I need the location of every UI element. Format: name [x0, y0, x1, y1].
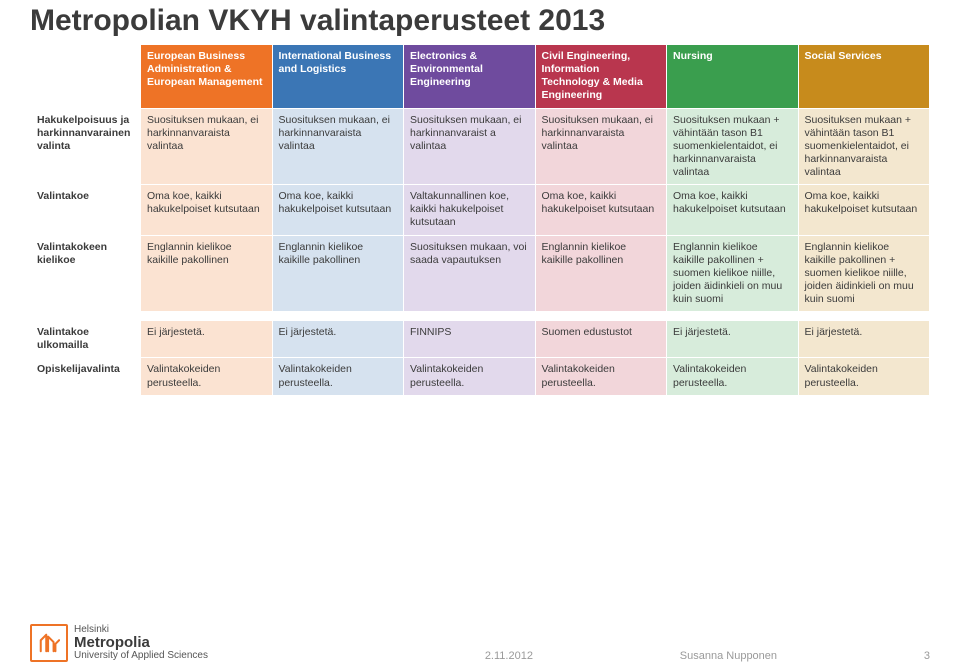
- cell: FINNIPS: [404, 321, 536, 358]
- cell: Oma koe, kaikki hakukelpoiset kutsutaan: [667, 185, 799, 235]
- header-col: European Business Administration & Europ…: [141, 45, 273, 109]
- footer-page: 3: [924, 650, 930, 662]
- cell: Englannin kielikoe kaikille pakollinen +…: [798, 235, 930, 312]
- cell: Englannin kielikoe kaikille pakollinen: [535, 235, 667, 312]
- header-col: Civil Engineering, Information Technolog…: [535, 45, 667, 109]
- cell: Ei järjestetä.: [272, 321, 404, 358]
- cell: Suomen edustustot: [535, 321, 667, 358]
- header-col: Social Services: [798, 45, 930, 109]
- table-row: Hakukelpoisuus ja harkinnan­varainen val…: [31, 108, 930, 185]
- table-spacer: [31, 312, 930, 321]
- row-label: Valintakoe ulkomailla: [31, 321, 141, 358]
- row-label: Opiskelijavalinta: [31, 358, 141, 395]
- metropolia-logo: Helsinki Metropolia University of Applie…: [30, 624, 208, 662]
- cell: Oma koe, kaikki hakukelpoiset kutsutaan: [535, 185, 667, 235]
- cell: Valintakokeiden perusteella.: [798, 358, 930, 395]
- cell: Suosituksen mukaan, ei harkinnanvaraist …: [404, 108, 536, 185]
- table-row: Valintakoe Oma koe, kaikki hakukelpoiset…: [31, 185, 930, 235]
- header-col: International Business and Logistics: [272, 45, 404, 109]
- logo-sub: University of Applied Sciences: [74, 651, 208, 662]
- cell: Oma koe, kaikki hakukelpoiset kutsutaan: [141, 185, 273, 235]
- header-empty: [31, 45, 141, 109]
- cell: Suosituksen mukaan, ei harkinnanvaraista…: [535, 108, 667, 185]
- cell: Ei järjestetä.: [667, 321, 799, 358]
- cell: Valintakokeiden perusteella.: [141, 358, 273, 395]
- row-label: Valintakokeen kielikoe: [31, 235, 141, 312]
- cell: Suosituksen mukaan + vähintään tason B1 …: [667, 108, 799, 185]
- header-col: Nursing: [667, 45, 799, 109]
- cell: Suosituksen mukaan, voi saada vapautukse…: [404, 235, 536, 312]
- cell: Ei järjestetä.: [798, 321, 930, 358]
- row-label: Valintakoe: [31, 185, 141, 235]
- cell: Suosituksen mukaan, ei harkinnan­varaist…: [141, 108, 273, 185]
- page-title: Metropolian VKYH valintaperusteet 2013: [30, 4, 930, 38]
- logo-name: Metropolia: [74, 635, 208, 651]
- cell: Suosituksen mukaan, ei harkinnan­varaist…: [272, 108, 404, 185]
- cell: Valtakunnallinen koe, kaikki hakukelpois…: [404, 185, 536, 235]
- cell: Valintakokeiden perusteella.: [272, 358, 404, 395]
- footer-author: Susanna Nupponen: [680, 650, 777, 662]
- table-row: Valintakoe ulkomailla Ei järjestetä. Ei …: [31, 321, 930, 358]
- footer-date: 2.11.2012: [485, 650, 533, 662]
- cell: Oma koe, kaikki hakukelpoiset kutsutaan: [798, 185, 930, 235]
- logo-icon: [30, 624, 68, 662]
- cell: Valintakokeiden perusteella.: [404, 358, 536, 395]
- cell: Oma koe, kaikki hakukelpoiset kutsutaan: [272, 185, 404, 235]
- table-header-row: European Business Administration & Europ…: [31, 45, 930, 109]
- header-col: Electronics & Environmental Engineering: [404, 45, 536, 109]
- cell: Englannin kielikoe kaikille pakollinen: [272, 235, 404, 312]
- cell: Ei järjestetä.: [141, 321, 273, 358]
- row-label: Hakukelpoisuus ja harkinnan­varainen val…: [31, 108, 141, 185]
- cell: Suosituksen mukaan + vähintään tason B1 …: [798, 108, 930, 185]
- footer: Helsinki Metropolia University of Applie…: [30, 624, 930, 662]
- criteria-table: European Business Administration & Europ…: [30, 44, 930, 396]
- cell: Englannin kielikoe kaikille pakollinen +…: [667, 235, 799, 312]
- table-row: Valintakokeen kielikoe Englannin kieliko…: [31, 235, 930, 312]
- table-row: Opiskelijavalinta Valintakokeiden perust…: [31, 358, 930, 395]
- cell: Englannin kielikoe kaikille pakollinen: [141, 235, 273, 312]
- cell: Valintakokeiden perusteella.: [535, 358, 667, 395]
- cell: Valintakokeiden perusteella.: [667, 358, 799, 395]
